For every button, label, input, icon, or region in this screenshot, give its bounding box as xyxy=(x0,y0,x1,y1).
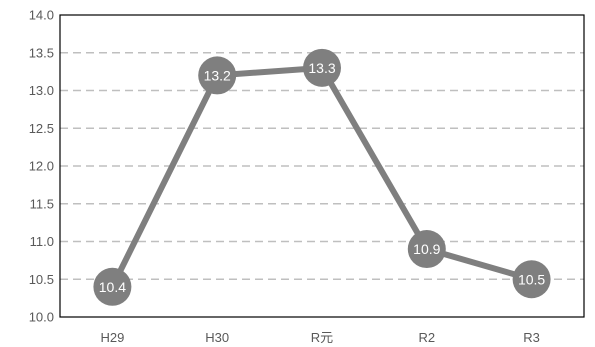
gridlines xyxy=(60,52,584,280)
data-point xyxy=(93,267,132,306)
data-label: 10.9 xyxy=(413,241,440,257)
x-tick-label: H29 xyxy=(100,330,124,345)
y-tick-label: 13.0 xyxy=(29,83,54,98)
y-tick-label: 13.5 xyxy=(29,45,54,60)
data-point xyxy=(407,230,446,269)
x-tick-label: R2 xyxy=(418,330,435,345)
x-tick-labels: H29 H30 R元 R2 R3 xyxy=(100,330,539,345)
y-tick-label: 12.5 xyxy=(29,121,54,136)
data-label: 13.2 xyxy=(204,67,231,83)
data-point xyxy=(512,260,551,299)
x-tick-label: H30 xyxy=(205,330,229,345)
axes xyxy=(59,14,585,318)
y-tick-label: 11.5 xyxy=(30,196,54,211)
plot-area-border xyxy=(59,14,585,318)
data-labels: 10.4 13.2 13.3 10.9 10.5 xyxy=(99,60,546,295)
y-tick-label: 14.0 xyxy=(29,8,54,23)
data-label: 10.4 xyxy=(99,279,126,295)
x-tick-label: R3 xyxy=(523,330,540,345)
y-tick-labels: 10.0 10.5 11.0 11.5 12.0 12.5 13.0 13.5 14.0 xyxy=(29,8,54,325)
data-markers xyxy=(93,48,551,306)
data-label: 13.3 xyxy=(308,60,335,76)
y-tick-label: 12.0 xyxy=(29,159,54,174)
x-tick-label: R元 xyxy=(311,330,333,345)
y-tick-label: 11.0 xyxy=(30,234,54,249)
data-label: 10.5 xyxy=(518,271,545,287)
data-point xyxy=(303,48,341,87)
data-point xyxy=(198,56,237,95)
y-tick-label: 10.5 xyxy=(29,272,54,287)
y-tick-label: 10.0 xyxy=(29,310,54,325)
